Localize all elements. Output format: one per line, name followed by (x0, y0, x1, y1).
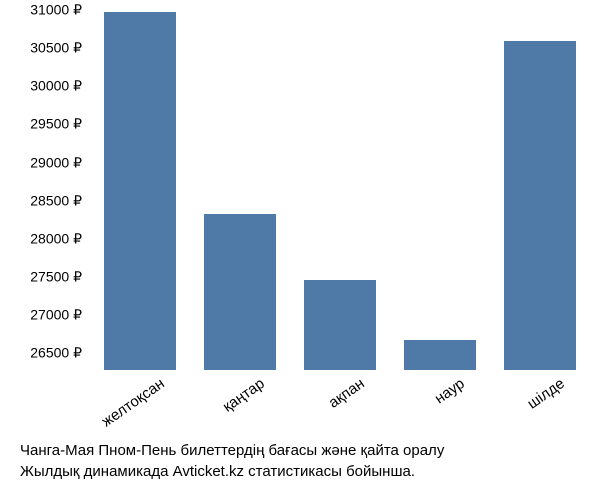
x-tick-label: шілде (524, 375, 568, 413)
x-tick-label: ақпан (326, 375, 368, 412)
x-tick-label: наур (432, 375, 468, 407)
bar (104, 12, 176, 370)
bar (504, 41, 576, 370)
plot-area (90, 10, 590, 370)
bar (304, 280, 376, 370)
y-tick-label: 29000 ₽ (30, 154, 82, 171)
caption-line-2: Жылдық динамикада Avticket.kz статистика… (20, 463, 415, 480)
y-tick-label: 29500 ₽ (30, 116, 82, 133)
x-tick-label: қаңтар (220, 375, 268, 416)
y-tick-label: 27500 ₽ (30, 268, 82, 285)
y-axis: 26500 ₽ 27000 ₽ 27500 ₽ 28000 ₽ 28500 ₽ 29000… (0, 0, 90, 370)
y-tick-label: 28500 ₽ (30, 192, 82, 209)
y-tick-label: 30500 ₽ (30, 40, 82, 57)
y-tick-label: 27000 ₽ (30, 307, 82, 324)
y-tick-label: 30000 ₽ (30, 78, 82, 95)
y-tick-label: 26500 ₽ (30, 345, 82, 362)
bar-chart: 26500 ₽ 27000 ₽ 27500 ₽ 28000 ₽ 28500 ₽ 29000… (0, 0, 600, 500)
y-tick-label: 31000 ₽ (30, 2, 82, 19)
bar (404, 340, 476, 370)
chart-caption: Чанга-Мая Пном-Пень билеттердің бағасы ж… (20, 440, 580, 482)
bar (204, 214, 276, 370)
x-tick-label: желтоқсан (99, 375, 168, 430)
caption-line-1: Чанга-Мая Пном-Пень билеттердің бағасы ж… (20, 442, 444, 459)
y-tick-label: 28000 ₽ (30, 230, 82, 247)
